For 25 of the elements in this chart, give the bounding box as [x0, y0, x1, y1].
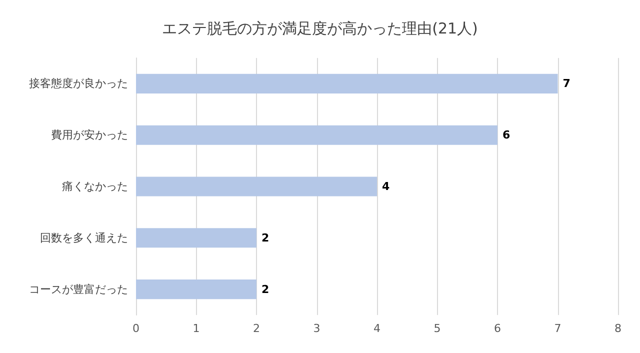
bar	[136, 228, 256, 248]
bar	[136, 176, 377, 196]
x-tick-label: 5	[434, 322, 441, 335]
chart-title: エステ脱毛の方が満足度が高かった理由(21人)	[162, 20, 478, 38]
bar	[136, 74, 558, 94]
data-label: 2	[262, 231, 270, 244]
data-label: 7	[562, 77, 570, 90]
x-tick-label: 1	[192, 322, 200, 335]
data-label: 2	[262, 282, 270, 296]
x-tick-label: 0	[132, 322, 140, 335]
x-tick-label: 7	[554, 322, 562, 335]
y-tick-label: 痛くなかった	[62, 180, 128, 193]
data-label: 4	[382, 180, 390, 193]
y-tick-label: 回数を多く通えた	[40, 231, 128, 244]
bar	[136, 125, 498, 145]
data-label: 6	[502, 128, 510, 142]
bar	[136, 280, 256, 300]
y-tick-label: 費用が安かった	[51, 128, 128, 142]
y-tick-label: コースが豊富だった	[29, 282, 128, 296]
x-tick-label: 2	[253, 322, 260, 335]
x-tick-label: 6	[494, 322, 501, 335]
x-tick-label: 3	[313, 322, 320, 335]
y-tick-label: 接客態度が良かった	[29, 77, 128, 90]
x-tick-label: 8	[614, 322, 622, 335]
x-tick-label: 4	[374, 322, 380, 335]
